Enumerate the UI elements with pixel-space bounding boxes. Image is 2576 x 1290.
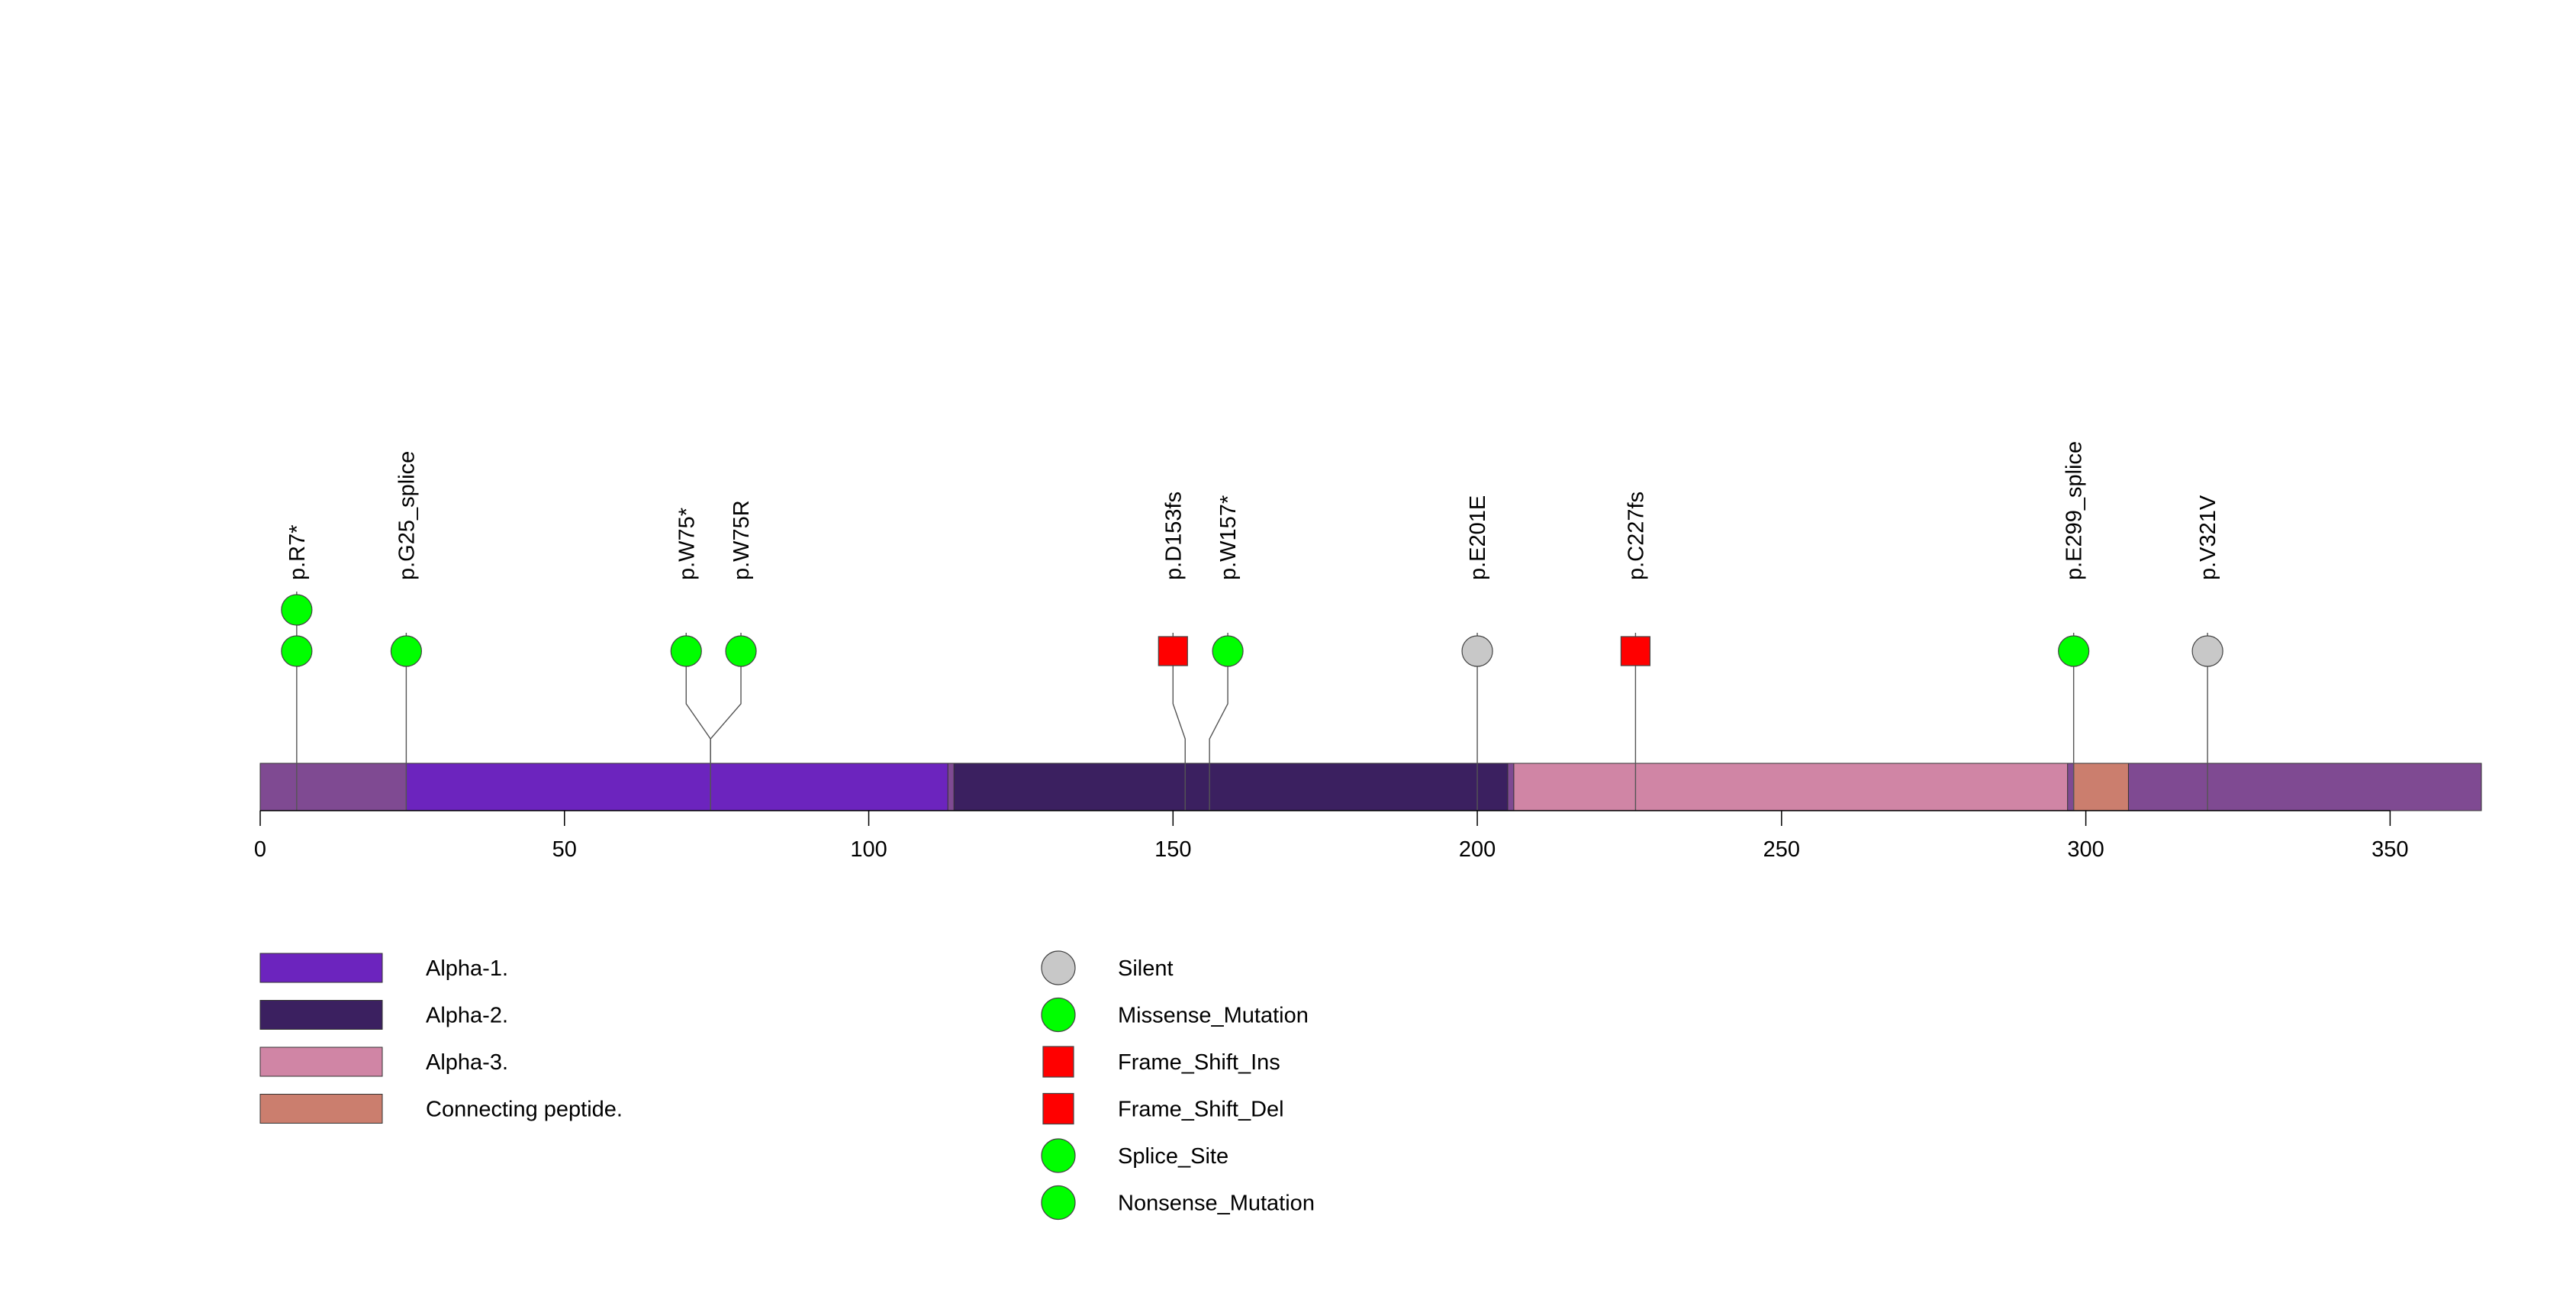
x-tick-label-0: 0 xyxy=(254,837,266,862)
mutation-p-c227fs-label: p.C227fs xyxy=(1624,492,1648,580)
mutation-p-w75r-label: p.W75R xyxy=(729,500,754,580)
legend-marker-frame-shift-ins xyxy=(1042,1046,1074,1078)
mutation-p-w157-marker xyxy=(1212,635,1244,667)
x-tick-label-150: 150 xyxy=(1154,837,1191,862)
x-tick-label-100: 100 xyxy=(850,837,887,862)
legend-label-nonsense-mutation: Nonsense_Mutation xyxy=(1118,1192,1315,1216)
legend-label-alpha-2: Alpha-2. xyxy=(426,1004,508,1028)
x-tick-label-200: 200 xyxy=(1459,837,1496,862)
domains-layer xyxy=(405,763,2129,811)
mutation-p-d153fs-marker xyxy=(1158,636,1188,666)
legend-label-frame-shift-ins: Frame_Shift_Ins xyxy=(1118,1050,1280,1075)
mutation-p-e299-splice-marker xyxy=(2058,635,2090,667)
legend-swatch-alpha-1 xyxy=(259,953,383,983)
legend-label-missense-mutation: Missense_Mutation xyxy=(1118,1004,1309,1028)
mutation-p-c227fs-marker xyxy=(1620,636,1651,666)
legend-swatch-alpha-3 xyxy=(259,1047,383,1077)
mutation-p-d153fs-stem xyxy=(1172,633,1186,811)
legend-label-splice-site: Splice_Site xyxy=(1118,1144,1228,1169)
legend-marker-frame-shift-del xyxy=(1042,1092,1074,1125)
domain-legend: Alpha-1. Alpha-2. Alpha-3. Connecting pepti… xyxy=(259,953,623,1124)
domain-alpha-2 xyxy=(953,763,1509,811)
mutation-p-v321v-label: p.V321V xyxy=(2196,495,2220,580)
legend-swatch-alpha-2 xyxy=(259,1000,383,1030)
x-tick-label-50: 50 xyxy=(552,837,577,862)
mutation-p-g25-splice-label: p.G25_splice xyxy=(394,451,419,580)
mutation-p-v321v-marker xyxy=(2191,635,2223,667)
legend-label-alpha-1: Alpha-1. xyxy=(426,956,508,981)
legend-marker-silent xyxy=(1041,950,1076,985)
mutation-p-e201e-label: p.E201E xyxy=(1466,495,1490,580)
legend-swatch-connecting-peptide xyxy=(259,1094,383,1124)
mutation-p-r7-label: p.R7* xyxy=(285,524,310,580)
mutation-p-r7-marker xyxy=(281,635,313,667)
mutation-p-g25-splice-marker xyxy=(390,635,423,667)
domain-connecting-peptide xyxy=(2073,763,2129,811)
legend-label-connecting-peptide: Connecting peptide. xyxy=(426,1098,623,1122)
mutation-p-w75r-stem xyxy=(710,633,742,811)
mutation-p-w75-marker xyxy=(670,635,702,667)
mutation-type-legend: Silent Missense_Mutation Frame_Shift_Ins Fr… xyxy=(1041,950,1315,1221)
mutation-p-e299-splice-label: p.E299_splice xyxy=(2062,441,2087,580)
mutation-p-w157-label: p.W157* xyxy=(1216,495,1241,580)
x-tick-label-300: 300 xyxy=(2067,837,2104,862)
mutation-p-w157-stem xyxy=(1209,633,1228,811)
legend-label-frame-shift-del: Frame_Shift_Del xyxy=(1118,1098,1284,1122)
legend-marker-splice-site xyxy=(1041,1138,1076,1173)
mutation-labels-layer: p.R7* p.G25_splice p.W75* p.W75R p.D153fs p.W… xyxy=(285,441,2220,580)
mutation-p-e201e-marker xyxy=(1461,635,1493,667)
legend-marker-nonsense-mutation xyxy=(1041,1185,1076,1221)
mutation-p-w75-label: p.W75* xyxy=(675,508,699,580)
markers-layer xyxy=(281,594,2223,667)
x-tick-label-350: 350 xyxy=(2372,837,2408,862)
x-tick-label-250: 250 xyxy=(1763,837,1800,862)
x-axis: 0 50 100 150 200 250 300 350 xyxy=(254,810,2409,862)
mutation-p-w75r-marker xyxy=(725,635,757,667)
domain-alpha-3 xyxy=(1513,763,2069,811)
mutation-p-r7-marker xyxy=(281,594,313,626)
legend-label-silent: Silent xyxy=(1118,956,1174,981)
mutation-p-d153fs-label: p.D153fs xyxy=(1161,492,1186,580)
legend-marker-missense-mutation xyxy=(1041,997,1076,1033)
domain-alpha-1 xyxy=(405,763,948,811)
legend-label-alpha-3: Alpha-3. xyxy=(426,1050,508,1075)
